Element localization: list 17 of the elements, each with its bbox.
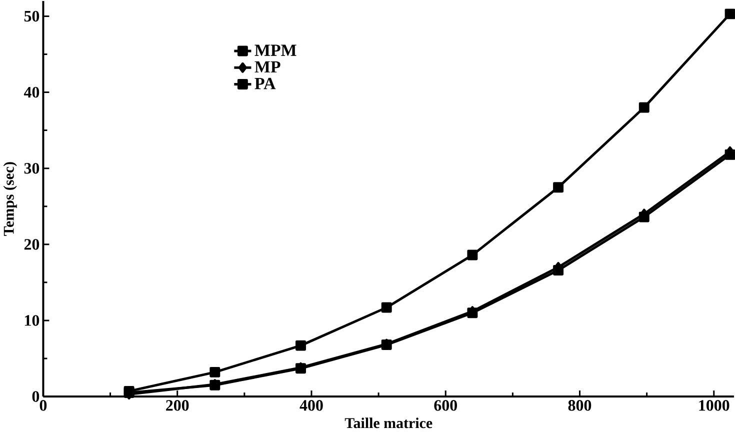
x-tick-label: 0 — [40, 400, 47, 412]
x-tick-label: 1000 — [699, 400, 730, 412]
y-tick-label: 50 — [24, 11, 40, 22]
x-tick-label: 800 — [568, 400, 592, 412]
y-tick-label: 0 — [32, 391, 40, 402]
y-tick-label: 20 — [24, 239, 40, 250]
x-tick-label: 600 — [434, 400, 457, 412]
legend-label: MPM — [254, 44, 296, 56]
y-axis-title: Temps (sec) — [3, 162, 17, 236]
legend-label: PA — [254, 78, 276, 90]
y-tick-label: 30 — [24, 163, 40, 174]
x-axis-title: Taille matrice — [344, 418, 432, 428]
legend-label: MP — [254, 62, 280, 73]
x-tick-label: 200 — [166, 400, 189, 412]
y-tick-label: 40 — [24, 87, 40, 98]
x-tick-label: 400 — [300, 400, 323, 412]
y-tick-label: 10 — [25, 315, 40, 326]
